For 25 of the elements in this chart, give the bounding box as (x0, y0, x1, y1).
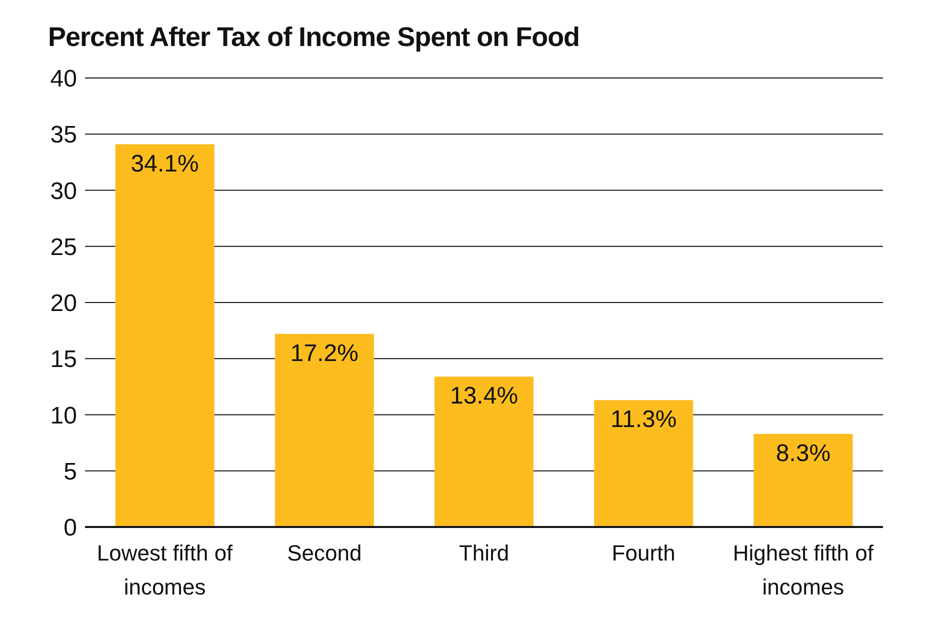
x-tick-label: Highest fifth of incomes (732, 540, 874, 600)
y-tick-label: 10 (50, 402, 77, 430)
y-tick-label: 35 (50, 122, 77, 149)
y-tick-label: 30 (50, 178, 77, 205)
bar (274, 334, 374, 527)
x-tick-label: Second (287, 540, 362, 566)
bar (594, 400, 694, 527)
chart-title: Percent After Tax of Income Spent on Food (48, 22, 580, 53)
data-label: 8.3% (776, 440, 831, 467)
y-tick-label: 0 (64, 514, 77, 542)
data-label: 13.4% (450, 382, 518, 410)
y-tick-label: 5 (64, 458, 77, 486)
x-tick-label: Third (458, 540, 510, 566)
bar (115, 144, 214, 527)
y-tick-label: 25 (50, 234, 77, 261)
y-tick-label: 20 (50, 290, 77, 318)
y-tick-label: 40 (50, 66, 77, 93)
data-label: 34.1% (130, 150, 199, 178)
x-tick-label: Fourth (612, 540, 676, 566)
y-tick-label: 15 (50, 346, 77, 374)
bar (754, 434, 853, 527)
bar (434, 376, 534, 527)
data-label: 11.3% (610, 406, 677, 434)
x-tick-label: Lowest fifth of incomes (96, 540, 234, 600)
data-label: 17.2% (290, 340, 358, 367)
